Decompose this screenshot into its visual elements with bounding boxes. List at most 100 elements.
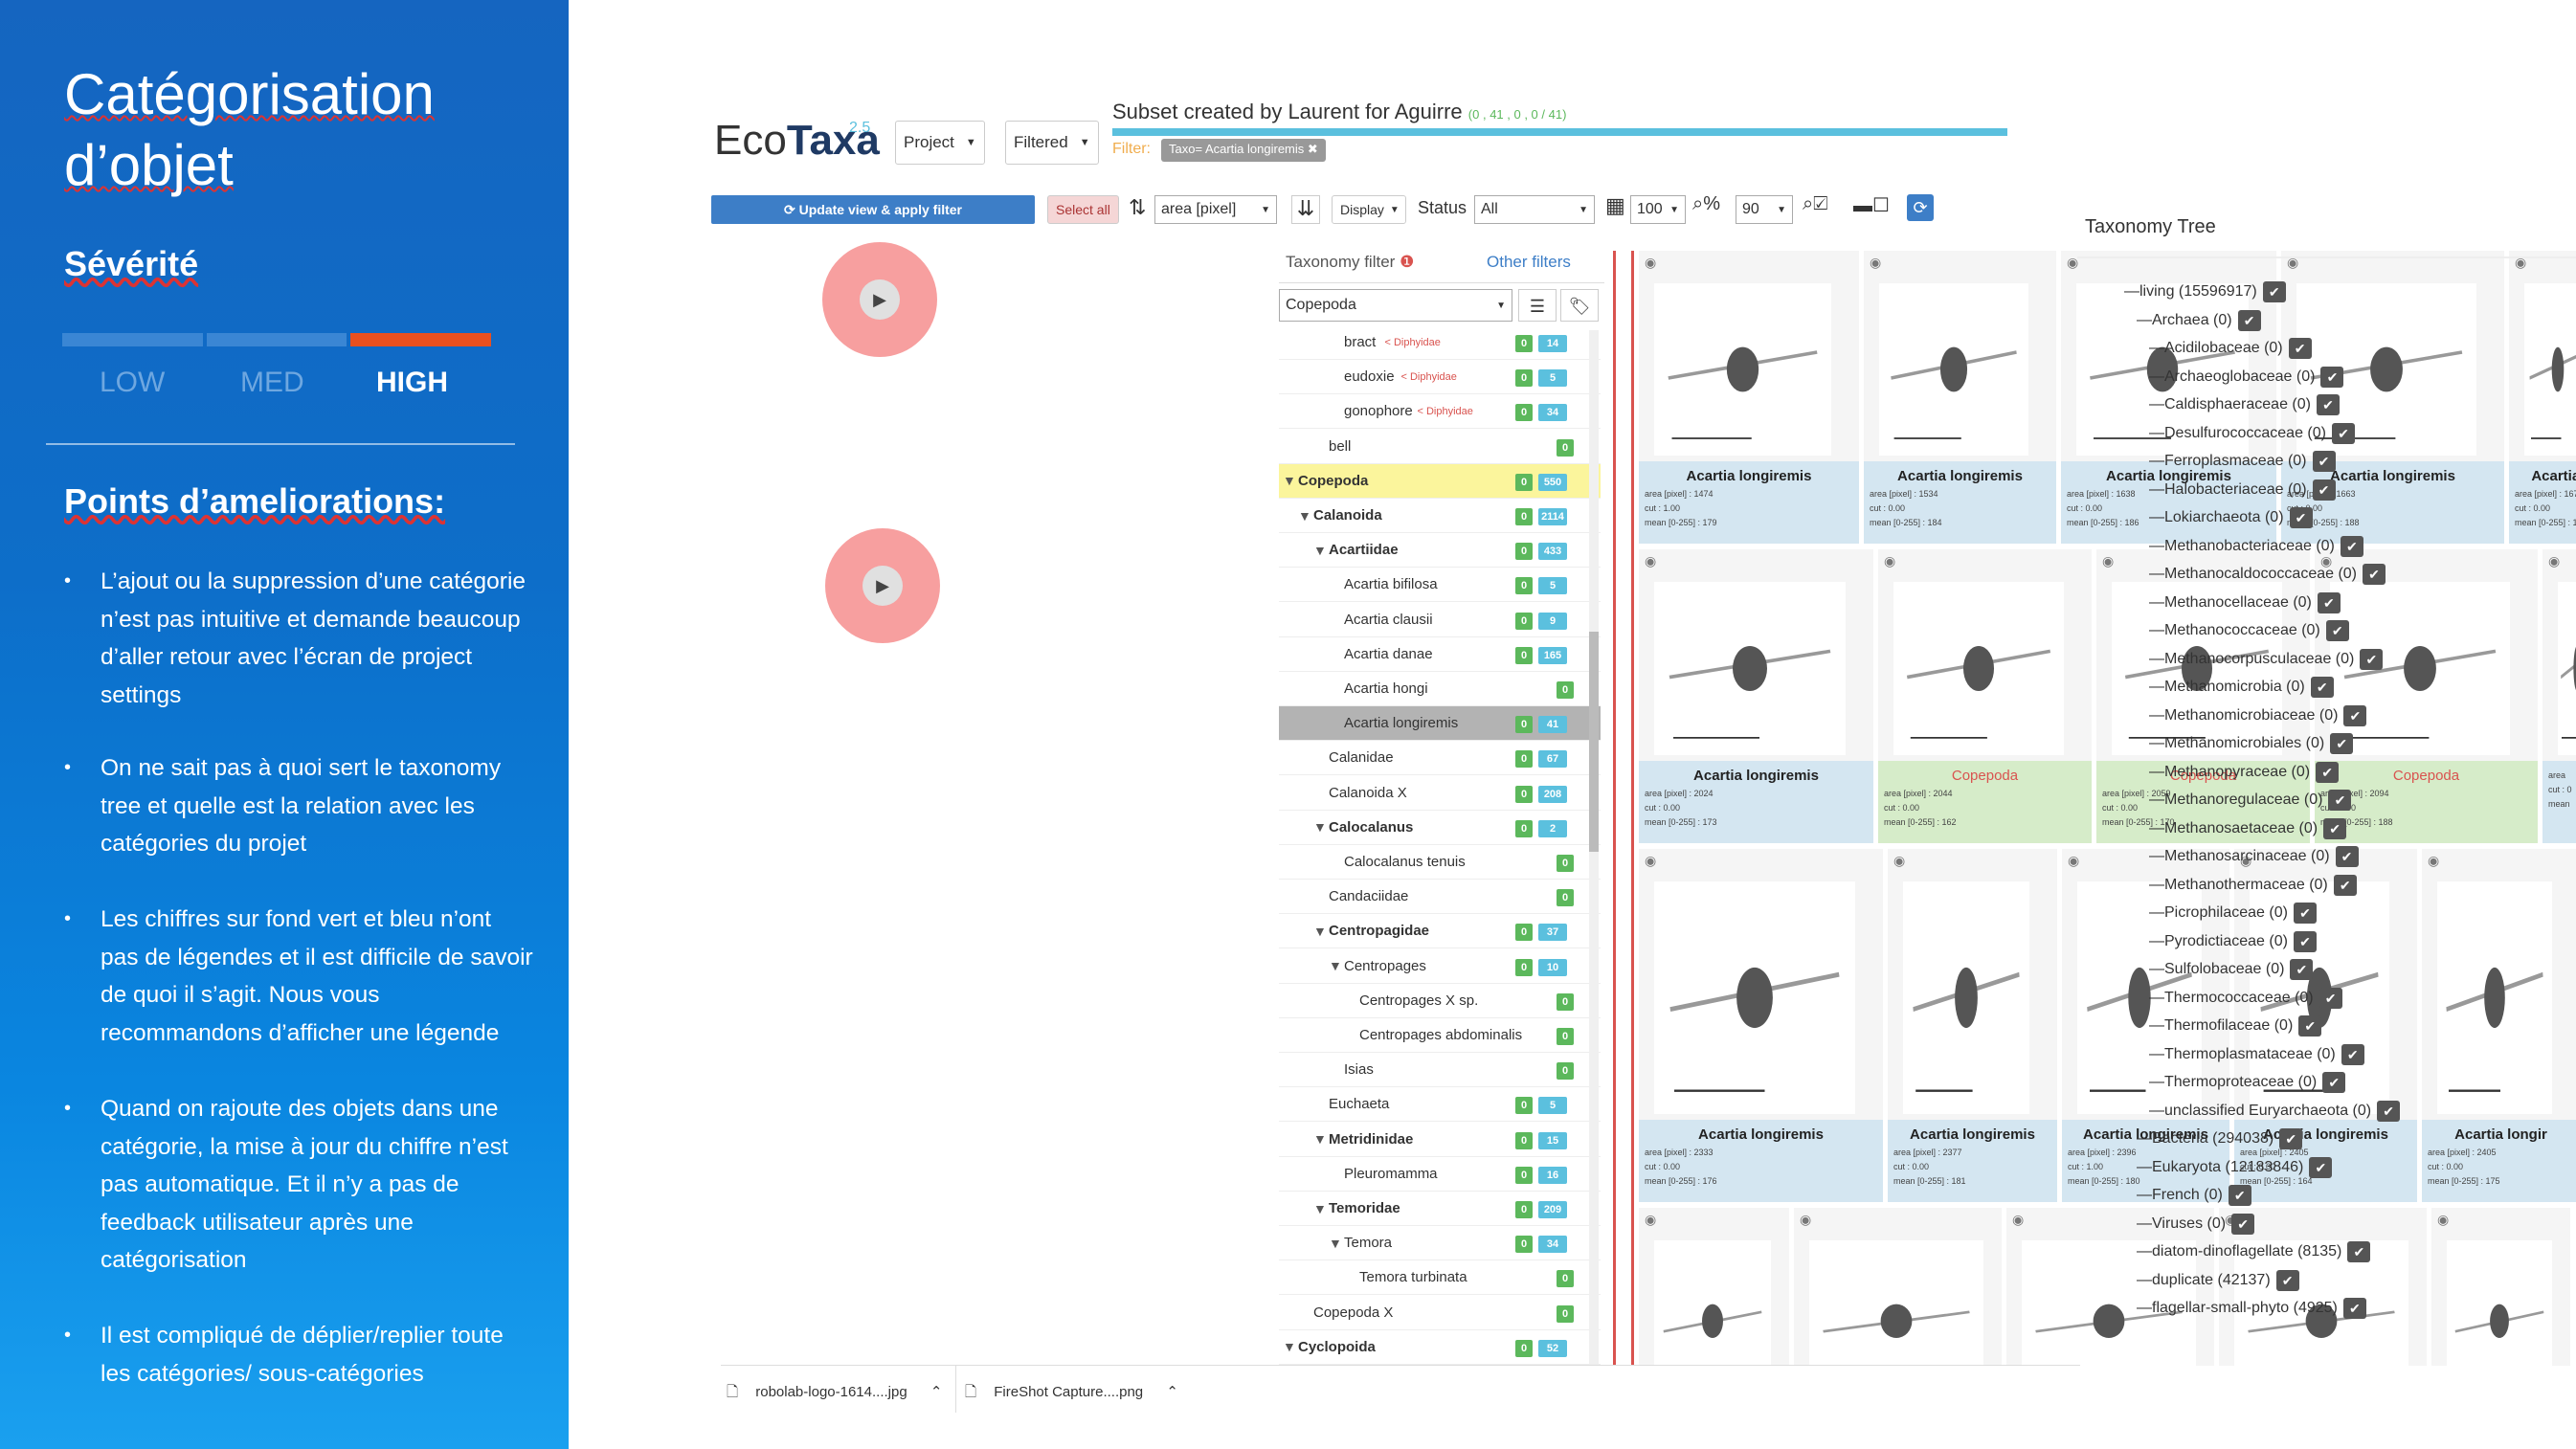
taxonomy-node[interactable]: —Picrophilaceae (0) ✔ <box>2149 903 2317 924</box>
taxonomy-node[interactable]: —Methanocorpusculaceae (0) ✔ <box>2149 648 2384 670</box>
check-icon[interactable]: ✔ <box>2323 817 2347 839</box>
grid-icon[interactable]: ▦ <box>1605 193 1625 217</box>
check-icon[interactable]: ✔ <box>2341 1043 2364 1065</box>
check-icon[interactable]: ✔ <box>2293 930 2317 952</box>
tab-other-filters[interactable]: Other filters <box>1487 253 1571 271</box>
tree-row[interactable]: ▼ Cyclopoida 0 52 <box>1279 1330 1601 1365</box>
image-tile[interactable]: ◉ Copepoda area [pixel] : 2059 cut : 0.00 me… <box>2096 549 2311 843</box>
check-icon[interactable]: ✔ <box>2317 591 2341 613</box>
play-icon[interactable]: ▶ <box>860 279 900 320</box>
taxonomy-node[interactable]: —Methanothermaceae (0) ✔ <box>2149 874 2357 896</box>
taxonomy-node[interactable]: —Caldisphaeraceae (0) ✔ <box>2149 394 2340 415</box>
tree-row[interactable]: bract < Diphyidae 0 14 <box>1279 325 1601 360</box>
taxonomy-node[interactable]: —living (15596917) ✔ <box>2124 281 2286 302</box>
page-size-select[interactable]: 100 ▼ <box>1630 195 1686 224</box>
taxonomy-node[interactable]: —Methanocaldococcaceae (0) ✔ <box>2149 564 2386 585</box>
taxonomy-node[interactable]: —Thermoproteaceae (0) ✔ <box>2149 1072 2346 1093</box>
taxonomy-node[interactable]: —Methanocellaceae (0) ✔ <box>2149 591 2341 613</box>
image-tile[interactable]: ◉ Acartia lo area [pixel] : 1674 cut : 0.00… <box>2509 251 2576 544</box>
taxonomy-node[interactable]: —Acidilobaceae (0) ✔ <box>2149 338 2312 359</box>
tree-row[interactable]: ▼ Copepoda 0 550 <box>1279 463 1601 499</box>
check-icon[interactable]: ✔ <box>2279 1128 2303 1149</box>
tree-row[interactable]: Calocalanus tenuis 0 <box>1279 845 1601 880</box>
tree-row[interactable]: eudoxie < Diphyidae 0 5 <box>1279 360 1601 395</box>
image-tile[interactable]: ◉ <box>2006 1208 2215 1366</box>
check-icon[interactable]: ✔ <box>2377 1100 2401 1122</box>
check-icon[interactable]: ✔ <box>2228 1185 2251 1206</box>
image-tile[interactable]: ◉ area cut : 0 mean <box>2542 549 2576 843</box>
eye-icon[interactable]: ◉ <box>2320 553 2333 568</box>
check-icon[interactable]: ✔ <box>2318 987 2342 1009</box>
image-tile[interactable]: ◉ <box>2219 1208 2428 1366</box>
tree-row[interactable]: Acartia danae 0 165 <box>1279 637 1601 672</box>
check-icon[interactable]: ✔ <box>2288 338 2312 359</box>
select-all-button[interactable]: Select all <box>1047 195 1119 224</box>
display-menu-button[interactable]: Display ▼ <box>1332 195 1406 224</box>
taxonomy-node[interactable]: —Desulfurococcaceae (0) ✔ <box>2149 422 2355 444</box>
sort-field-select[interactable]: area [pixel] ▼ <box>1154 195 1277 224</box>
taxonomy-node[interactable]: —flagellar-small-phyto (4925) ✔ <box>2137 1298 2366 1319</box>
caret-down-icon[interactable]: ▼ <box>1313 923 1327 939</box>
check-icon[interactable]: ✔ <box>2328 790 2352 811</box>
tree-row[interactable]: Acartia hongi 0 <box>1279 672 1601 706</box>
tree-row[interactable]: ▼ Calocalanus 0 2 <box>1279 811 1601 845</box>
check-icon[interactable]: ✔ <box>2360 648 2384 670</box>
check-icon[interactable]: ✔ <box>2316 394 2340 415</box>
taxonomy-node[interactable]: —duplicate (42137) ✔ <box>2137 1269 2299 1291</box>
eye-icon[interactable]: ◉ <box>2548 553 2561 568</box>
eye-icon[interactable]: ◉ <box>1645 255 1657 270</box>
tree-row[interactable]: Temora turbinata 0 <box>1279 1260 1601 1296</box>
image-tile[interactable]: ◉ Acartia longiremis area [pixel] : 2333 cu… <box>1639 849 1884 1202</box>
eye-icon[interactable]: ◉ <box>2240 853 2252 868</box>
check-icon[interactable]: ✔ <box>2335 846 2359 867</box>
tree-row[interactable]: Acartia clausii 0 9 <box>1279 603 1601 637</box>
eye-icon[interactable]: ◉ <box>2515 255 2527 270</box>
image-tile[interactable]: ◉ Acartia longiremis area [pixel] : 2396 cu… <box>2062 849 2230 1202</box>
tree-row[interactable]: Centropages X sp. 0 <box>1279 984 1601 1018</box>
taxonomy-node[interactable]: —Viruses (0) ✔ <box>2137 1213 2255 1235</box>
download-item[interactable]: 🗋 robolab-logo-1614....jpg ⌃ <box>727 1384 943 1400</box>
check-icon[interactable]: ✔ <box>2237 309 2261 331</box>
download-item[interactable]: 🗋 FireShot Capture....png ⌃ <box>965 1384 1178 1400</box>
caret-down-icon[interactable]: ▼ <box>1298 507 1311 524</box>
taxonomy-node[interactable]: —diatom-dinoflagellate (8135) ✔ <box>2137 1241 2371 1262</box>
check-icon[interactable]: ✔ <box>2363 564 2386 585</box>
eye-icon[interactable]: ◉ <box>2287 255 2299 270</box>
tree-row[interactable]: Acartia bifilosa 0 5 <box>1279 568 1601 603</box>
tree-row[interactable]: Isias 0 <box>1279 1053 1601 1088</box>
tree-row[interactable]: ▼ Centropages 0 10 <box>1279 949 1601 984</box>
eye-icon[interactable]: ◉ <box>2102 553 2115 568</box>
taxonomy-node[interactable]: —Methanococcaceae (0) ✔ <box>2149 620 2349 641</box>
sort-order-icon[interactable]: ⇅ <box>1129 195 1147 219</box>
tree-row[interactable]: bell 0 <box>1279 430 1601 464</box>
caret-down-icon[interactable]: ▼ <box>1283 473 1296 489</box>
eye-icon[interactable]: ◉ <box>2437 1212 2450 1227</box>
zoom-select[interactable]: 90 ▼ <box>1736 195 1793 224</box>
eye-icon[interactable]: ◉ <box>1800 1212 1812 1227</box>
eye-icon[interactable]: ◉ <box>1893 853 1906 868</box>
taxonomy-node[interactable]: —Methanopyraceae (0) ✔ <box>2149 761 2340 783</box>
tab-taxonomy-filter[interactable]: Taxonomy filter ❶ <box>1286 253 1415 271</box>
status-select[interactable]: All ▼ <box>1474 195 1595 224</box>
taxonomy-node[interactable]: —unclassified Euryarchaeota (0) ✔ <box>2149 1100 2401 1122</box>
update-view-button[interactable]: ⟳ Update view & apply filter <box>711 195 1035 224</box>
image-tile[interactable]: ◉ <box>1639 1208 1790 1366</box>
image-tile[interactable]: ◉ Acartia longiremis area [pixel] : 1638 cu… <box>2061 251 2277 544</box>
tree-row[interactable]: Candaciidae 0 <box>1279 880 1601 915</box>
check-icon[interactable]: ✔ <box>2293 903 2317 924</box>
taxonomy-node[interactable]: —Eukaryota (12183846) ✔ <box>2137 1156 2333 1178</box>
eye-icon[interactable]: ◉ <box>2428 853 2440 868</box>
tree-scrollbar-thumb[interactable] <box>1589 632 1599 852</box>
taxonomy-node[interactable]: —Methanosaetaceae (0) ✔ <box>2149 817 2347 839</box>
check-icon[interactable]: ✔ <box>2347 1241 2371 1262</box>
caret-down-icon[interactable]: ▼ <box>1329 1235 1342 1251</box>
taxonomy-node[interactable]: —Methanomicrobiales (0) ✔ <box>2149 733 2354 754</box>
tree-row[interactable]: ▼ Acartiidae 0 433 <box>1279 533 1601 568</box>
tag-icon[interactable]: 🏷 <box>1560 289 1599 322</box>
taxonomy-node[interactable]: —Archaeoglobaceae (0) ✔ <box>2149 366 2344 388</box>
check-icon[interactable]: ✔ <box>2325 620 2349 641</box>
check-icon[interactable]: ✔ <box>2298 1015 2322 1037</box>
filtered-menu-button[interactable]: Filtered ▼ <box>1005 121 1099 165</box>
